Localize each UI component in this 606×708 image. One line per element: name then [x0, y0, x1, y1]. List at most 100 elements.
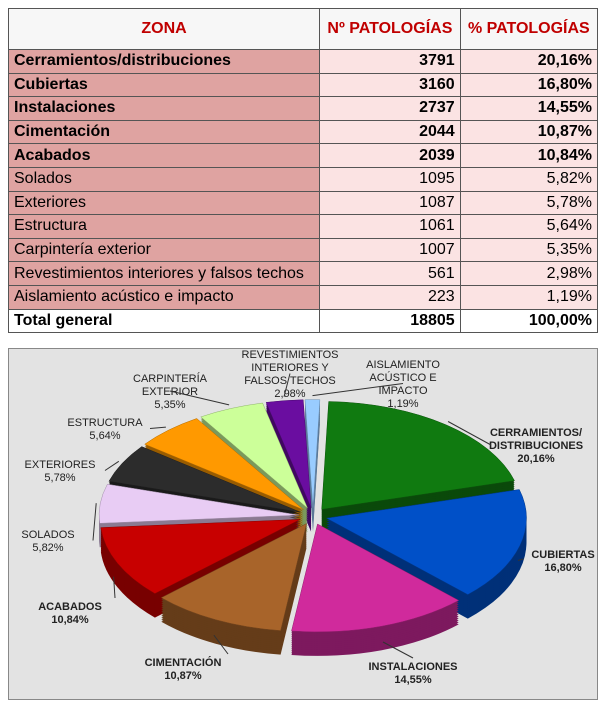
- total-row: Total general 18805 100,00%: [7, 308, 599, 334]
- table-cell: 1007: [319, 237, 461, 263]
- value-label: 2,98%: [274, 388, 305, 400]
- leader-line: [169, 390, 230, 406]
- table-cell: Carpintería exterior: [7, 237, 321, 263]
- table-cell: 16,80%: [459, 72, 599, 98]
- value-label: 10,87%: [164, 670, 202, 682]
- leader-line: [283, 373, 291, 397]
- slice-label: SOLADOS: [21, 529, 74, 541]
- pie-slice: [200, 402, 308, 509]
- pie-slice: [100, 519, 301, 594]
- table-row: Cimentación 2044 10,87%: [7, 119, 599, 145]
- table-cell: 5,82%: [459, 166, 599, 192]
- table-cell: 3791: [319, 49, 461, 74]
- slice-label: FALSOS TECHOS: [244, 375, 336, 387]
- leader-line: [447, 421, 492, 446]
- value-label: 1,19%: [387, 398, 418, 410]
- leader-line: [517, 558, 524, 561]
- pie-slice: [325, 489, 527, 595]
- slice-label: IMPACTO: [378, 385, 428, 397]
- table-cell: Estructura: [7, 214, 321, 239]
- leader-line: [113, 576, 116, 599]
- table-row: Cerramientos/distribuciones 3791 20,16%: [7, 49, 599, 74]
- slice-label: INSTALACIONES: [368, 661, 457, 673]
- table-row: Solados 1095 5,82%: [7, 166, 599, 192]
- pie-slice: [265, 399, 312, 508]
- slice-label: EXTERIOR: [142, 386, 198, 398]
- table-row: Revestimientos interiores y falsos techo…: [7, 261, 599, 286]
- pie-slice: [144, 418, 304, 511]
- table-cell: Acabados: [7, 143, 321, 168]
- pie-slice: [98, 483, 300, 524]
- table-cell: 3160: [319, 72, 461, 98]
- slice-label: ACABADOS: [38, 601, 102, 613]
- slice-label: EXTERIORES: [25, 459, 96, 471]
- value-label: 14,55%: [394, 674, 432, 686]
- leader-line: [104, 460, 120, 471]
- header-cell: Nº PATOLOGÍAS: [319, 8, 461, 50]
- table-row: Exteriores 1087 5,78%: [7, 190, 599, 216]
- table-row: Acabados 2039 10,84%: [7, 143, 599, 168]
- slice-label: CIMENTACIÓN: [145, 656, 222, 669]
- pie-slice: [160, 523, 307, 631]
- table-cell: Instalaciones: [7, 96, 321, 121]
- leader-line: [92, 503, 97, 541]
- pie-slice: [108, 446, 301, 513]
- slice-label: ACÚSTICO E: [369, 371, 436, 384]
- table-cell: Aislamiento acústico e impacto: [7, 284, 321, 310]
- leader-line: [312, 383, 404, 397]
- total-cell: Total general: [7, 308, 321, 334]
- table-cell: 2737: [319, 96, 461, 121]
- leader-line: [213, 634, 229, 655]
- table-cell: 10,87%: [459, 119, 599, 145]
- table: ZONA Nº PATOLOGÍAS% PATOLOGÍAS Cerramiento…: [7, 8, 599, 334]
- slice-label: AISLAMIENTO: [366, 359, 440, 371]
- table-cell: Solados: [7, 166, 321, 192]
- header-cell: ZONA: [7, 8, 321, 50]
- table-cell: 5,35%: [459, 237, 599, 263]
- table-cell: 561: [319, 261, 461, 286]
- table-cell: Cerramientos/distribuciones: [7, 49, 321, 74]
- value-label: 16,80%: [544, 562, 582, 574]
- table-cell: 10,84%: [459, 143, 599, 168]
- value-label: 10,84%: [51, 614, 89, 626]
- value-label: 5,64%: [89, 430, 120, 442]
- table-cell: Revestimientos interiores y falsos techo…: [7, 261, 321, 286]
- table-row: Carpintería exterior 1007 5,35%: [7, 237, 599, 263]
- table-cell: 5,64%: [459, 214, 599, 239]
- table-cell: 1095: [319, 166, 461, 192]
- value-label: 5,35%: [154, 399, 185, 411]
- slice-label: DISTRIBUCIONES: [489, 440, 583, 452]
- header-cell: % PATOLOGÍAS: [459, 8, 599, 50]
- table-cell: 1061: [319, 214, 461, 239]
- pie-slice: [321, 401, 515, 510]
- value-label: 20,16%: [517, 453, 555, 465]
- value-label: 5,78%: [44, 472, 75, 484]
- slice-label: INTERIORES Y: [251, 362, 329, 374]
- leader-line: [149, 426, 166, 429]
- slice-label: ESTRUCTURA: [67, 417, 143, 429]
- header-row: ZONA Nº PATOLOGÍAS% PATOLOGÍAS: [7, 8, 599, 50]
- pie-slice: [291, 523, 460, 633]
- slice-label: CERRAMIENTOS/: [490, 427, 582, 439]
- table-cell: Cubiertas: [7, 72, 321, 98]
- table-cell: 1,19%: [459, 284, 599, 310]
- table-cell: Exteriores: [7, 190, 321, 216]
- table-row: Cubiertas 3160 16,80%: [7, 72, 599, 98]
- table-cell: Cimentación: [7, 119, 321, 145]
- slice-label: CARPINTERÍA: [133, 372, 208, 385]
- table-cell: 1087: [319, 190, 461, 216]
- table-cell: 2044: [319, 119, 461, 145]
- table-row: Instalaciones 2737 14,55%: [7, 96, 599, 121]
- leader-line: [382, 641, 414, 659]
- table-cell: 223: [319, 284, 461, 310]
- table-cell: 20,16%: [459, 49, 599, 74]
- table-cell: 14,55%: [459, 96, 599, 121]
- pie-slice: [304, 399, 321, 508]
- slice-label: CUBIERTAS: [531, 549, 594, 561]
- value-label: 5,82%: [32, 542, 63, 554]
- total-cell: 18805: [319, 308, 461, 334]
- table-cell: 2039: [319, 143, 461, 168]
- table-row: Estructura 1061 5,64%: [7, 214, 599, 239]
